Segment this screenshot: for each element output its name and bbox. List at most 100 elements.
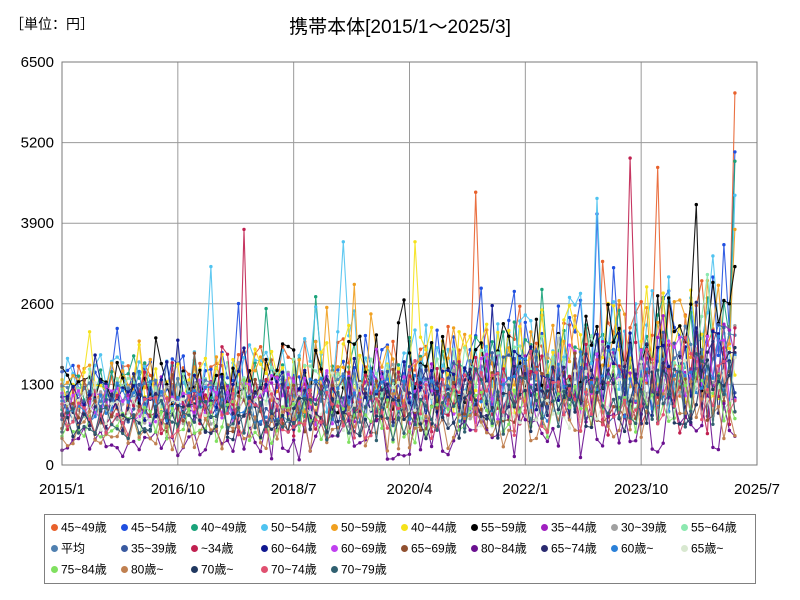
x-tick-label: 2016/10: [151, 481, 205, 498]
data-point: [424, 436, 428, 441]
legend-item: 35~44歳: [541, 519, 597, 536]
data-point: [198, 399, 202, 404]
data-point: [170, 447, 174, 452]
legend-label: 40~44歳: [411, 520, 457, 535]
data-point: [71, 420, 75, 424]
data-point: [104, 405, 108, 410]
data-point: [369, 407, 373, 411]
data-point: [617, 415, 621, 420]
data-point: [606, 345, 610, 349]
data-point: [121, 402, 125, 406]
data-point: [595, 377, 599, 381]
data-point: [656, 368, 660, 372]
data-point: [380, 388, 384, 392]
data-point: [292, 434, 296, 438]
data-point: [308, 377, 312, 381]
data-point: [413, 395, 417, 399]
data-point: [700, 423, 704, 428]
data-point: [220, 447, 224, 451]
data-point: [501, 445, 505, 449]
data-point: [705, 397, 710, 401]
legend-item: 60~64歳: [261, 540, 317, 557]
data-point: [617, 395, 621, 400]
data-point: [269, 349, 274, 354]
data-point: [330, 422, 334, 426]
data-point: [242, 356, 246, 360]
legend-marker: [471, 524, 478, 532]
data-point: [507, 383, 511, 387]
data-point: [275, 373, 279, 377]
data-point: [336, 404, 340, 408]
data-point: [65, 385, 70, 390]
data-point: [518, 421, 522, 425]
data-point: [501, 432, 505, 436]
data-point: [501, 330, 505, 334]
data-point: [363, 444, 368, 448]
data-point: [347, 400, 351, 405]
data-point: [198, 378, 202, 382]
data-point: [567, 359, 572, 364]
data-point: [479, 371, 483, 375]
data-point: [413, 328, 417, 332]
data-point: [611, 304, 616, 308]
data-point: [545, 435, 550, 439]
data-point: [303, 368, 307, 373]
data-point: [606, 406, 610, 410]
data-point: [507, 334, 511, 338]
data-point: [733, 159, 737, 163]
x-tick-label: 2018/7: [271, 481, 317, 498]
data-point: [253, 358, 257, 362]
legend-label: ~34歳: [201, 541, 234, 556]
data-point: [374, 389, 379, 394]
data-point: [336, 330, 340, 334]
chart-title: 携帯本体[2015/1～2025/3]: [289, 17, 511, 38]
data-point: [187, 378, 191, 382]
data-point: [258, 379, 263, 383]
data-point: [672, 377, 676, 381]
data-point: [501, 391, 505, 396]
data-point: [198, 392, 202, 397]
legend-item: 55~64歳: [681, 519, 737, 536]
data-point: [231, 391, 235, 396]
data-point: [518, 356, 522, 361]
data-point: [154, 442, 158, 446]
legend-label: 35~39歳: [131, 541, 177, 556]
data-point: [501, 416, 505, 421]
data-point: [540, 331, 544, 336]
data-point: [76, 374, 81, 378]
data-point: [661, 314, 665, 318]
data-point: [209, 381, 213, 385]
data-point: [722, 338, 726, 342]
data-point: [716, 332, 721, 336]
data-point: [733, 227, 737, 232]
data-point: [589, 380, 594, 385]
legend-item: 40~44歳: [401, 519, 457, 536]
data-point: [380, 380, 384, 384]
data-point: [567, 387, 572, 391]
data-point: [496, 436, 500, 440]
data-point: [264, 424, 268, 429]
data-point: [93, 431, 97, 435]
data-point: [512, 433, 516, 437]
data-point: [391, 362, 395, 367]
data-point: [187, 381, 191, 385]
data-point: [639, 348, 643, 352]
data-point: [176, 400, 180, 405]
data-point: [418, 335, 423, 339]
data-point: [87, 330, 92, 334]
data-point: [424, 352, 428, 356]
data-point: [115, 400, 119, 404]
data-point: [457, 413, 461, 417]
data-point: [363, 417, 368, 422]
data-point: [231, 357, 235, 362]
data-point: [589, 412, 594, 416]
data-point: [253, 426, 257, 430]
data-point: [385, 377, 390, 381]
data-point: [429, 362, 434, 366]
data-point: [82, 403, 86, 407]
data-point: [711, 376, 715, 380]
data-point: [170, 397, 174, 402]
data-point: [507, 376, 511, 380]
data-point: [308, 398, 312, 402]
data-point: [336, 411, 340, 415]
